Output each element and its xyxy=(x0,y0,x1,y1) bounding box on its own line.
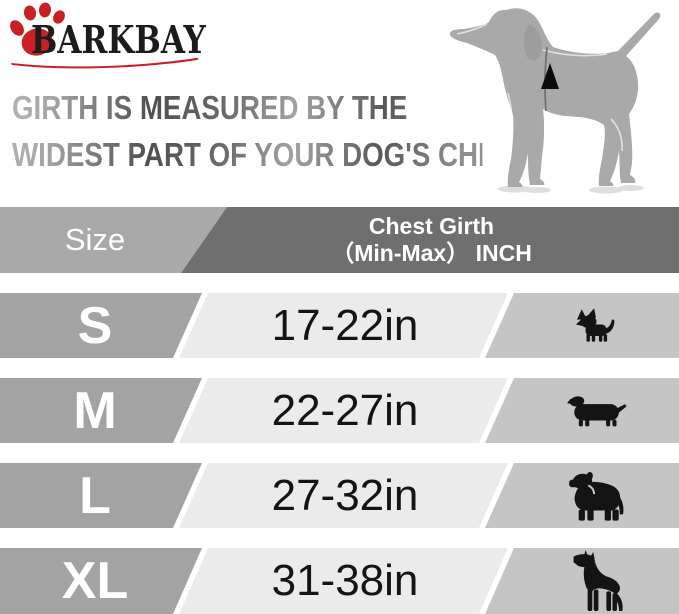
size-value: S xyxy=(77,296,113,355)
brand-name: BARKBAY xyxy=(31,17,206,62)
range-cell xyxy=(179,378,508,443)
headline: GIRTH IS MEASURED BY THE WIDEST PART OF … xyxy=(12,84,482,178)
range-value: 27-32in xyxy=(271,470,419,520)
range-cell xyxy=(179,293,508,358)
header-girth-label: Chest Girth （Min-Max） INCH xyxy=(184,207,679,273)
measure-dog-illustration xyxy=(449,8,661,194)
size-value: L xyxy=(79,466,111,525)
paw-icon xyxy=(10,2,65,56)
range-value: 22-27in xyxy=(271,385,419,435)
table-row-s: S 17-22in xyxy=(0,293,679,358)
size-table: Size Chest Girth （Min-Max） INCH S 17-22i… xyxy=(0,207,679,614)
size-cell xyxy=(0,293,202,358)
dog-shadow xyxy=(498,185,644,194)
chihuahua-icon xyxy=(575,308,614,342)
brand-logo: BARKBAY xyxy=(0,0,230,80)
header-girth-cell xyxy=(181,207,679,273)
headline-line1: GIRTH IS MEASURED BY THE xyxy=(12,89,408,126)
range-value: 31-38in xyxy=(271,556,419,605)
table-row-m: M 22-27in xyxy=(0,378,679,443)
dachshund-icon xyxy=(566,396,627,427)
table-row-xl: XL 31-38in xyxy=(0,548,679,614)
dog-ear xyxy=(524,24,542,61)
dog-highlights xyxy=(456,23,623,154)
dog-body xyxy=(449,8,661,188)
headline-line2: WIDEST PART OF YOUR DOG'S CHEST. xyxy=(12,136,537,173)
range-cell xyxy=(179,463,508,528)
table-row-l: L 27-32in xyxy=(0,463,679,528)
rottweiler-icon xyxy=(568,471,623,521)
range-value: 17-22in xyxy=(271,300,419,350)
header-girth-line1: Chest Girth xyxy=(368,213,495,239)
size-cell xyxy=(0,548,202,614)
size-value: M xyxy=(73,381,117,440)
table-header-row: Size Chest Girth （Min-Max） INCH xyxy=(0,207,679,273)
header-size-label: Size xyxy=(64,222,126,257)
chest-marker-triangle-icon xyxy=(541,63,559,89)
header-girth-line2: （Min-Max） INCH xyxy=(331,240,532,266)
size-value: XL xyxy=(61,552,129,610)
range-cell xyxy=(179,548,508,614)
size-cell xyxy=(0,378,202,443)
size-cell xyxy=(0,463,202,528)
swoosh-underline-icon xyxy=(11,57,199,69)
great-dane-icon xyxy=(573,550,623,611)
